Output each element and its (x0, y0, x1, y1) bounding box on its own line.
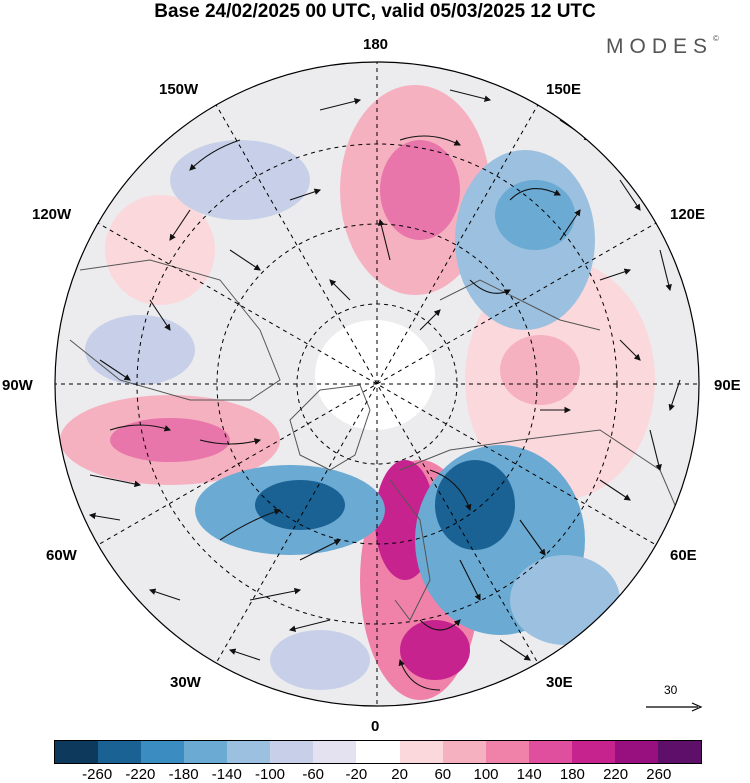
brand-copyright-mark: © (713, 34, 719, 43)
anomaly-negative-east-siberia-core (495, 180, 575, 250)
colorbar-tick-label: 260 (646, 766, 672, 783)
lon-label-150w: 150W (159, 81, 199, 98)
anomaly-field (55, 62, 699, 706)
graticule (55, 62, 699, 706)
lon-label-120w: 120W (32, 206, 72, 223)
colorbar-tick-label: -180 (168, 766, 199, 783)
colorbar-tick-label: 140 (516, 766, 542, 783)
colorbar-tick-label: 20 (391, 766, 408, 783)
colorbar-swatch (399, 741, 443, 763)
colorbar-tick-label: -140 (211, 766, 242, 783)
anomaly-negative-central-asia (510, 555, 620, 645)
colorbar-tick-label: -100 (254, 766, 286, 783)
colorbar-swatch (528, 741, 572, 763)
lon-label-30e: 30E (546, 674, 573, 691)
colorbar-swatch (614, 741, 658, 763)
anomaly-positive-europe-core (400, 620, 470, 680)
brand-name: MODES (606, 35, 714, 58)
colorbar-swatch (55, 741, 99, 763)
anomaly-positive-alaska (105, 195, 215, 305)
colorbar-swatch (98, 741, 142, 763)
colorbar-swatch (571, 741, 615, 763)
anomaly-negative-greenland-sea-core (255, 480, 345, 530)
reference-vector-label: 30 (664, 683, 678, 697)
colorbar-tick-label: -220 (125, 766, 156, 783)
reference-vector-arrow (646, 702, 703, 712)
colorbar-swatch (227, 741, 271, 763)
anomaly-positive-north-pacific-core (380, 140, 460, 240)
colorbar-swatch (657, 741, 701, 763)
anomaly-positive-siberia-core (500, 335, 580, 405)
lon-label-30w: 30W (170, 674, 201, 691)
colorbar-tick-label: 100 (473, 766, 499, 783)
lon-label-120e: 120E (670, 206, 706, 223)
wind-vectors (88, 89, 681, 706)
eurasia-outline (399, 429, 691, 541)
colorbar-swatch (313, 741, 357, 763)
anomaly-negative-pacific (170, 140, 310, 220)
anomaly-negative-canada (85, 315, 195, 385)
colorbar-tick-label: -60 (302, 766, 325, 783)
colorbar-swatch (485, 741, 529, 763)
colorbar-swatch (270, 741, 314, 763)
scandinavia-outline (389, 479, 431, 621)
map-border (54, 61, 700, 707)
modes-logo: MODES© (606, 34, 719, 59)
anomaly-positive-labrador-core (110, 418, 230, 462)
lon-label-90e: 90E (714, 377, 741, 394)
colorbar-tick-label: -260 (82, 766, 113, 783)
map-title: Base 24/02/2025 00 UTC, valid 05/03/2025… (154, 1, 596, 22)
colorbar-tick-label: 220 (603, 766, 629, 783)
anomaly-neutral-pole (315, 320, 435, 430)
anomaly-negative-russia-core (435, 460, 515, 550)
lon-label-60w: 60W (46, 547, 77, 564)
lon-label-60e: 60E (670, 547, 697, 564)
colorbar-tick-label: 180 (559, 766, 585, 783)
lon-label-0: 0 (371, 718, 380, 735)
colorbar-tick-label: -20 (345, 766, 368, 783)
colorbar (54, 740, 702, 764)
anomaly-negative-atlantic (270, 630, 370, 690)
greenland-outline (289, 384, 371, 471)
colorbar-tick-label: 60 (434, 766, 452, 783)
lon-label-150e: 150E (546, 81, 582, 98)
colorbar-swatch (442, 741, 486, 763)
lon-label-90w: 90W (2, 377, 33, 394)
siberia-coast-outline (439, 279, 601, 331)
colorbar-swatch (141, 741, 185, 763)
colorbar-swatch (184, 741, 228, 763)
colorbar-swatch (356, 741, 400, 763)
lon-label-180: 180 (363, 36, 389, 53)
